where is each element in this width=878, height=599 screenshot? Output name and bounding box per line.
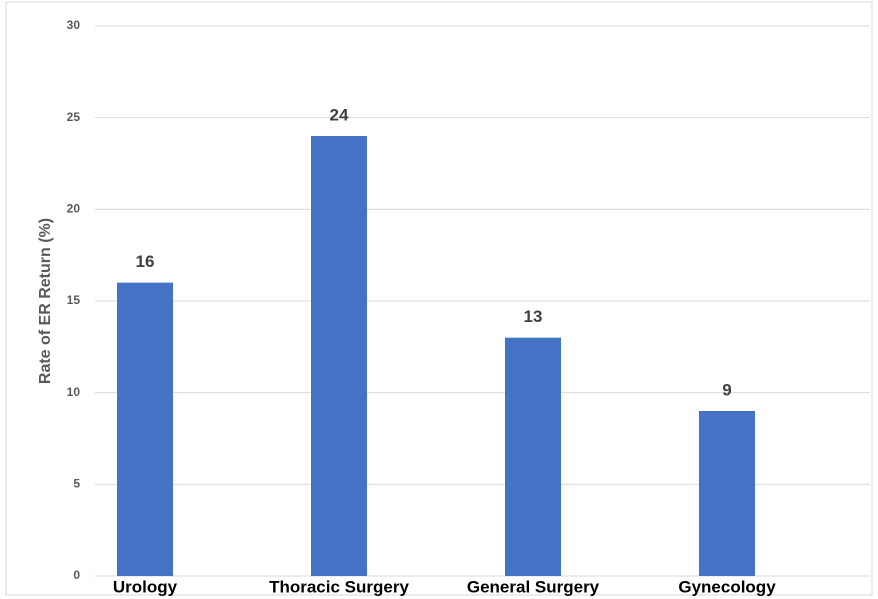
data-label: 13 [524, 307, 543, 326]
y-tick-label: 0 [73, 568, 80, 582]
x-tick-label: Gynecology [678, 577, 776, 596]
y-tick-label: 5 [73, 477, 80, 491]
bar [311, 136, 367, 576]
data-label: 16 [136, 252, 155, 271]
bar [117, 282, 173, 576]
x-tick-label: General Surgery [467, 577, 600, 596]
x-tick-label: Urology [113, 577, 178, 596]
y-tick-label: 10 [67, 385, 81, 399]
y-tick-label: 15 [67, 293, 81, 307]
y-tick-label: 20 [67, 202, 81, 216]
y-tick-label: 25 [67, 110, 81, 124]
bar [505, 337, 561, 576]
bar [699, 411, 755, 576]
data-label: 9 [722, 380, 731, 399]
x-tick-label: Thoracic Surgery [269, 577, 409, 596]
y-tick-label: 30 [67, 18, 81, 32]
data-label: 24 [330, 105, 349, 124]
y-axis-title: Rate of ER Return (%) [37, 218, 54, 384]
